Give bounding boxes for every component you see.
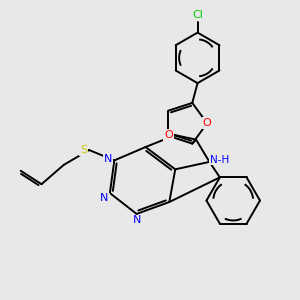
Text: N-H: N-H <box>210 154 230 164</box>
Text: N: N <box>100 194 109 203</box>
Text: N: N <box>132 215 141 225</box>
Text: S: S <box>80 145 87 155</box>
Text: Cl: Cl <box>192 10 203 20</box>
Text: O: O <box>203 118 212 128</box>
Text: O: O <box>164 130 173 140</box>
Text: N: N <box>103 154 112 164</box>
Text: N: N <box>132 215 141 225</box>
